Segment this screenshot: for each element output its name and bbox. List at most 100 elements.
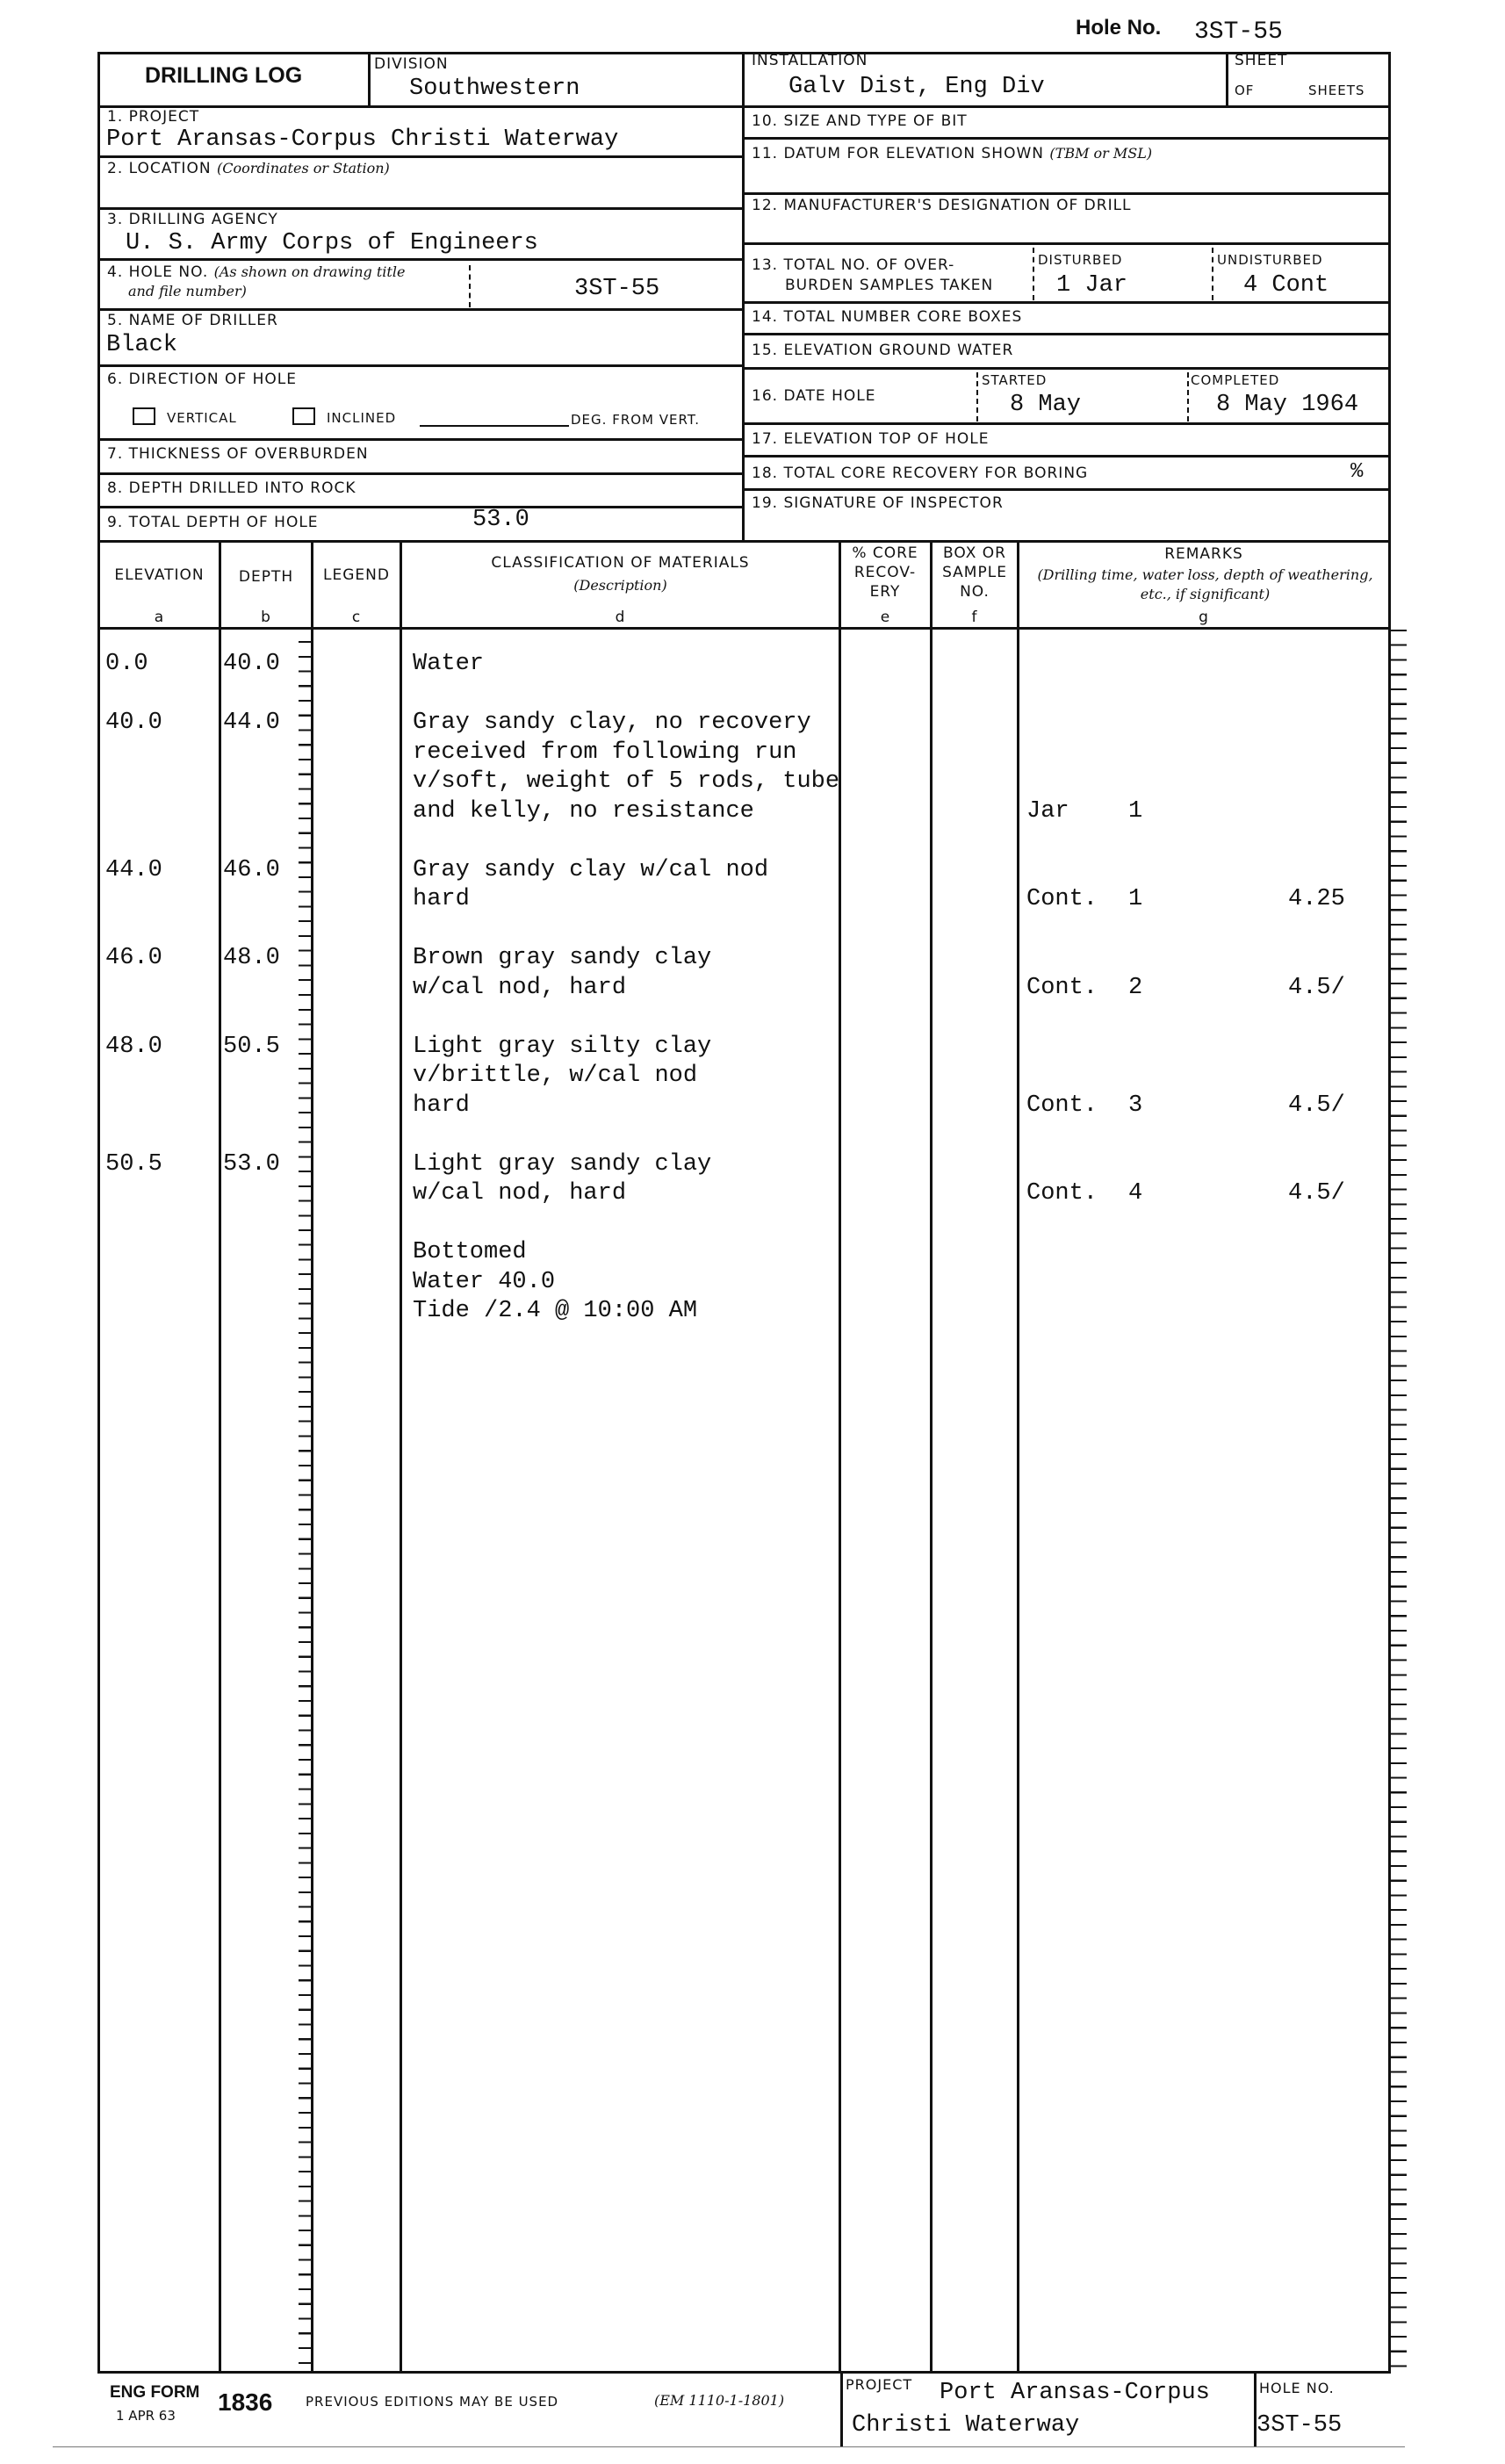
divider [1226,52,1228,106]
hole-label-text: 4. HOLE NO. [107,263,209,281]
col-sample-header: BOX OR SAMPLE NO. [942,544,1007,601]
recovery-label: 18. TOTAL CORE RECOVERY FOR BORING [752,465,1089,482]
col-legend-header: LEGEND [323,566,390,584]
undisturbed-label: UNDISTURBED [1217,252,1323,268]
divider [743,192,1390,195]
col-remarks-header: REMARKS [1164,545,1243,563]
description-cell: v/brittle, w/cal nod [413,1063,698,1089]
project-value: Port Aransas-Corpus Christi Waterway [106,126,619,153]
signature-label: 19. SIGNATURE OF INSPECTOR [752,494,1004,512]
depth-cell: 53.0 [223,1150,280,1178]
divider [743,301,1390,304]
hole-label: 4. HOLE NO. (As shown on drawing title [107,263,405,281]
divider [1017,540,1019,2373]
elevation-cell: 44.0 [105,856,162,883]
footer-project-line1: Port Aransas-Corpus [940,2380,1210,2406]
deg-label: DEG. FROM VERT. [571,412,700,428]
remark-sample-cell: Cont. [1026,1092,1098,1119]
installation-value: Galv Dist, Eng Div [789,74,1045,100]
hole-no-value: 3ST-55 [1194,18,1283,46]
divider [840,2373,843,2446]
divider [97,438,743,441]
form-date: 1 APR 63 [116,2408,176,2424]
previous-editions: PREVIOUS EDITIONS MAY BE USED [306,2394,559,2410]
col-depth-header: DEPTH [238,568,294,586]
disturbed-label: DISTURBED [1038,252,1123,268]
inclined-label: INCLINED [327,410,397,426]
divider [743,455,1390,457]
inclined-checkbox[interactable] [292,407,315,425]
col-letter-d: d [615,609,626,626]
divider [97,364,743,367]
divider [219,540,221,2373]
footer-hole-label: HOLE NO. [1259,2380,1335,2396]
divider [930,540,933,2373]
total-depth-label: 9. TOTAL DEPTH OF HOLE [107,514,319,531]
depth-cell: 48.0 [223,945,280,971]
description-cell: Water [413,651,485,677]
depth-cell: 40.0 [223,651,280,677]
elevation-cell: 40.0 [105,710,162,736]
divider [311,540,313,2373]
divider [1254,2373,1257,2446]
installation-label: INSTALLATION [752,52,868,69]
description-cell: v/soft, weight of 5 rods, tube [413,768,840,795]
description-cell: Tide /2.4 @ 10:00 AM [413,1298,698,1324]
description-cell: w/cal nod, hard [413,1180,627,1207]
samples-label-2: BURDEN SAMPLES TAKEN [785,277,994,294]
completed-value: 8 May 1964 [1216,392,1359,418]
footer-hole-value: 3ST-55 [1257,2412,1343,2439]
datum-label: 11. DATUM FOR ELEVATION SHOWN (TBM or MS… [752,145,1152,162]
description-cell: Gray sandy clay w/cal nod [413,856,769,883]
remarks-note-text: (Drilling time, water loss, depth of wea… [1037,566,1373,602]
hole-note: (As shown on drawing title [213,263,406,280]
elevation-cell: 50.5 [105,1150,162,1178]
col-elevation-header: ELEVATION [114,566,205,584]
degree-field[interactable] [420,425,569,427]
form-label: ENG FORM [110,2383,200,2402]
col-letter-g: g [1199,609,1209,626]
elevation-cell: 0.0 [105,651,148,677]
vertical-checkbox[interactable] [133,407,155,425]
em-reference-text: (EM 1110-1-1801) [654,2392,785,2409]
col-letter-b: b [261,609,271,626]
description-cell: Brown gray sandy clay [413,945,712,971]
divider [742,52,745,541]
footer-project-label: PROJECT [846,2376,913,2393]
divider [976,372,978,421]
description-cell: Bottomed [413,1239,527,1265]
completed-label: COMPLETED [1191,372,1280,388]
top-label: 17. ELEVATION TOP OF HOLE [752,430,990,448]
remark-value-cell: 4.25 [1288,886,1345,912]
core-boxes-label: 14. TOTAL NUMBER CORE BOXES [752,308,1023,326]
col-letter-f: f [971,609,978,626]
divider [97,258,743,261]
divider [97,155,743,158]
remark-number-cell: 2 [1128,974,1143,1001]
started-label: STARTED [982,372,1048,388]
direction-label: 6. DIRECTION OF HOLE [107,371,297,388]
recovery-unit: % [1350,460,1364,484]
divider [97,472,743,475]
date-label: 16. DATE HOLE [752,387,876,405]
divider [97,52,100,2373]
divider [368,52,371,106]
divider [97,308,743,311]
depth-scale-ticks [299,641,312,2371]
overburden-label: 7. THICKNESS OF OVERBURDEN [107,445,369,463]
remark-sample-cell: Cont. [1026,1180,1098,1207]
divider [743,137,1390,140]
remark-number-cell: 1 [1128,886,1143,912]
bit-label: 10. SIZE AND TYPE OF BIT [752,112,968,130]
description-cell: hard [413,886,470,912]
depth-cell: 46.0 [223,856,280,883]
sheet-label: SHEET [1235,52,1288,69]
of-label: OF [1235,83,1255,98]
col-classification-header: CLASSIFICATION OF MATERIALS [491,554,750,572]
manufacturer-label: 12. MANUFACTURER'S DESIGNATION OF DRILL [752,197,1132,214]
description-cell: Light gray silty clay [413,1033,712,1060]
description-cell: received from following run [413,738,797,766]
remark-number-cell: 3 [1128,1092,1143,1119]
started-value: 8 May [1010,392,1082,418]
hole-value: 3ST-55 [574,276,660,302]
